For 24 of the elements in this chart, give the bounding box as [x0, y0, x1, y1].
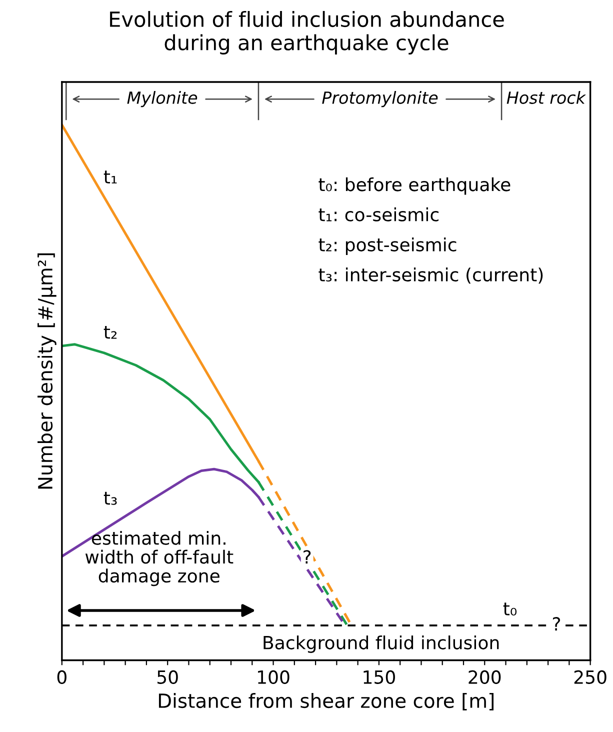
annotation: t₀: before earthquake: [318, 177, 510, 195]
x-tick-label: 150: [364, 670, 395, 684]
annotation: ?: [304, 550, 311, 564]
x-tick-label: 100: [258, 670, 290, 684]
annotation: estimated min. width of off-fault damage zone: [85, 530, 234, 586]
ref-line-label: t₀: [503, 602, 517, 616]
annotation: t₁: co-seismic: [318, 207, 439, 222]
x-tick-label: 200: [468, 670, 501, 684]
annotation: t₃: [104, 492, 117, 505]
text: Host rock: [506, 91, 586, 104]
chart-title: Evolution of fluid inclusion abundance during an earthquake cycle: [110, 10, 504, 54]
annotation: t₂: [104, 326, 117, 339]
y-axis-title: Number density [#/µm²]: [38, 253, 56, 489]
x-tick-label: 250: [574, 670, 606, 684]
annotation: ?: [553, 617, 560, 630]
x-axis-title: Distance from shear zone core [m]: [158, 693, 494, 710]
annotation: Background fluid inclusion: [264, 635, 499, 653]
annotation: t₂: post-seismic: [318, 237, 456, 255]
x-tick-label: 50: [158, 670, 178, 684]
text: Mylonite: [127, 91, 198, 108]
x-tick-label: 0: [57, 670, 66, 684]
annotation: t₃: inter-seismic (current): [318, 268, 543, 284]
text: Protomylonite: [322, 91, 438, 108]
annotation: t₁: [104, 170, 117, 184]
